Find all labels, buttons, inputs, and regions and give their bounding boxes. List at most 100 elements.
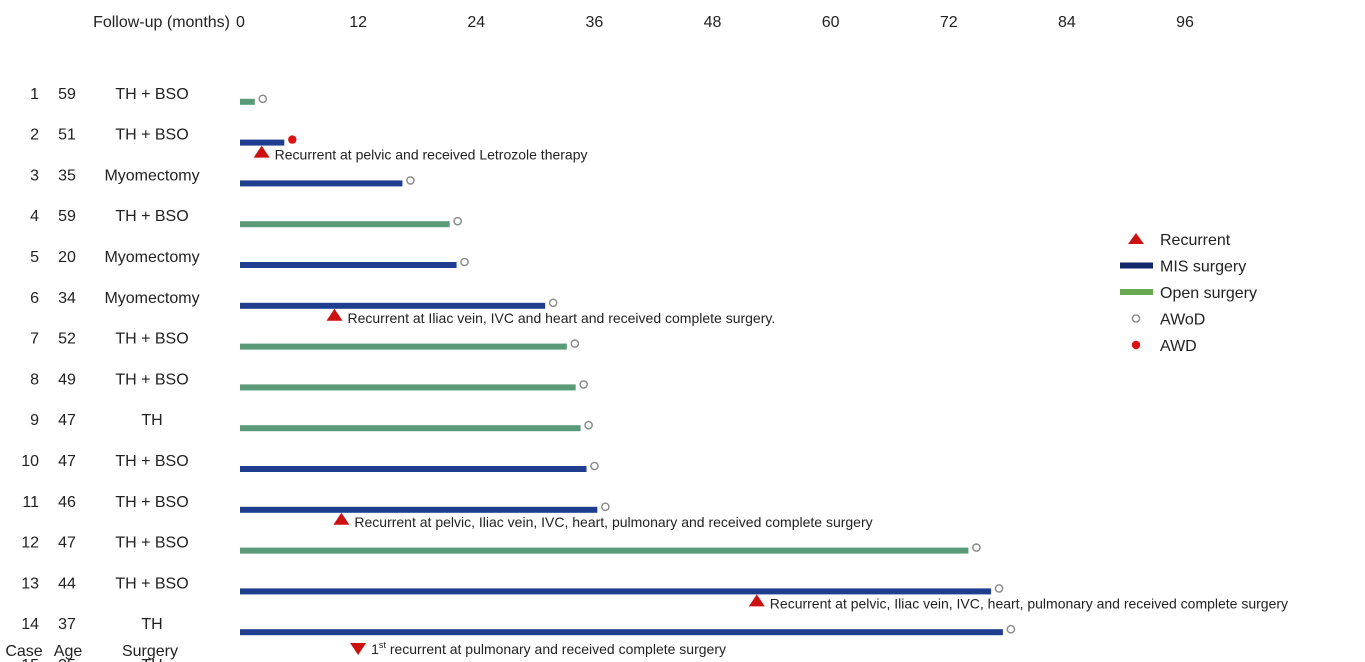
recurrence-note: Recurrent at pelvic, Iliac vein, IVC, he… — [354, 514, 872, 530]
x-tick-label: 96 — [1176, 14, 1194, 31]
surgery-type: TH + BSO — [115, 535, 188, 552]
awod-marker — [460, 257, 469, 267]
patient-age: 47 — [58, 535, 76, 552]
x-tick-label: 12 — [349, 14, 367, 31]
age-column-label: Age — [54, 643, 83, 660]
patient-age: 35 — [58, 167, 76, 184]
surgery-type: TH — [141, 616, 162, 633]
legend-label: Recurrent — [1160, 232, 1231, 249]
recurrence-marker — [333, 512, 350, 525]
recurrence-note: Recurrent at pelvic and received Letrozo… — [275, 147, 588, 163]
x-tick-label: 0 — [236, 14, 245, 31]
patient-age: 51 — [58, 127, 76, 144]
patient-age: 49 — [58, 371, 76, 388]
patient-age: 37 — [58, 616, 76, 633]
legend-open-symbol — [1120, 289, 1153, 295]
case-number: 14 — [21, 616, 39, 633]
recurrence-annotations: Recurrent at pelvic and received Letrozo… — [253, 145, 1288, 657]
recurrence-ordinal-suffix: st — [379, 640, 387, 650]
surgery-type: TH + BSO — [115, 453, 188, 470]
case-number: 7 — [30, 331, 39, 348]
chart-header: Follow-up (months) — [93, 14, 230, 31]
surgery-column-label: Surgery — [122, 643, 178, 660]
patient-age: 47 — [58, 453, 76, 470]
surgery-type: Myomectomy — [104, 290, 199, 307]
open-surgery-bar — [240, 98, 255, 105]
case-number: 10 — [21, 453, 39, 470]
case-number: 2 — [30, 127, 39, 144]
open-surgery-bar — [240, 221, 450, 228]
mis-surgery-bar — [240, 629, 1003, 636]
awod-marker — [584, 420, 593, 430]
awod-marker — [590, 461, 599, 471]
surgery-type: TH + BSO — [115, 127, 188, 144]
case-number: 11 — [22, 494, 39, 511]
case-number: 1 — [30, 86, 39, 103]
awod-marker — [570, 339, 580, 348]
mis-surgery-bar — [240, 139, 285, 146]
awod-marker — [972, 543, 981, 552]
patient-age: 34 — [58, 290, 76, 307]
mis-surgery-bar — [240, 180, 403, 187]
mis-surgery-bar — [240, 302, 546, 309]
legend-label: AWD — [1160, 338, 1197, 355]
open-surgery-bar — [240, 384, 576, 391]
column-labels: Case Age Surgery — [5, 643, 178, 660]
x-tick-label: 60 — [822, 14, 840, 31]
awod-marker — [579, 380, 588, 389]
surgery-type: Myomectomy — [104, 167, 199, 184]
recurrence-marker — [350, 643, 367, 655]
x-axis-label: Follow-up (months) — [93, 14, 230, 31]
open-surgery-bar — [240, 343, 567, 350]
legend-awd-symbol — [1131, 340, 1141, 350]
x-axis-ticks: 0 12 24 36 48 60 72 84 96 — [236, 14, 1194, 31]
mis-surgery-bar — [240, 262, 457, 268]
surgery-type: TH + BSO — [115, 494, 188, 511]
x-tick-label: 84 — [1058, 14, 1076, 31]
awod-marker — [258, 94, 268, 104]
awod-marker — [453, 216, 462, 226]
surgery-type: TH — [141, 412, 162, 429]
case-column-label: Case — [5, 643, 42, 660]
mis-surgery-bar — [240, 466, 587, 472]
awod-marker — [994, 584, 1004, 593]
legend-label: Open surgery — [1160, 285, 1257, 302]
case-number: 3 — [30, 167, 39, 184]
legend-label: MIS surgery — [1160, 259, 1246, 276]
recurrence-note-text: recurrent at pulmonary and received comp… — [386, 641, 726, 657]
surgery-type: TH + BSO — [115, 208, 188, 225]
awod-marker — [1006, 624, 1016, 634]
case-number: 12 — [21, 535, 39, 552]
open-surgery-bar — [240, 425, 581, 432]
x-tick-label: 36 — [585, 14, 603, 31]
patient-age: 44 — [58, 575, 76, 592]
patient-age: 35 — [58, 657, 76, 662]
legend-recurrent-symbol — [1128, 233, 1144, 244]
surgery-type: TH — [141, 657, 162, 662]
patient-age: 47 — [58, 412, 76, 429]
x-tick-label: 48 — [704, 14, 722, 31]
open-surgery-bar — [240, 547, 969, 554]
case-number: 9 — [30, 412, 39, 429]
recurrence-ordinal: 1 — [371, 641, 379, 657]
mis-surgery-bar — [240, 588, 992, 595]
surgery-type: TH + BSO — [115, 575, 188, 592]
legend-label: AWoD — [1160, 312, 1205, 329]
awod-marker — [548, 298, 558, 308]
surgery-type: TH + BSO — [115, 371, 188, 388]
patient-age: 52 — [58, 331, 76, 348]
awd-marker — [288, 135, 297, 144]
x-tick-label: 24 — [467, 14, 485, 31]
case-number: 6 — [30, 290, 39, 307]
patient-age: 59 — [58, 86, 76, 103]
awod-marker — [406, 176, 415, 185]
patient-age: 20 — [58, 249, 76, 266]
patient-age: 59 — [58, 208, 76, 225]
surgery-type: TH + BSO — [115, 331, 188, 348]
awod-marker — [601, 502, 610, 512]
recurrence-note: 1st recurrent at pulmonary and received … — [371, 640, 726, 657]
mis-surgery-bar — [240, 506, 598, 513]
patient-age: 46 — [58, 494, 76, 511]
case-number: 5 — [30, 249, 39, 266]
